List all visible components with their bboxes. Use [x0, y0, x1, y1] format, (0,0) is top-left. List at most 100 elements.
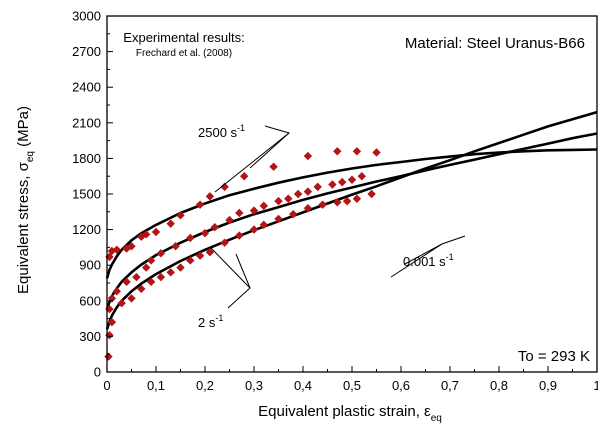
- experiment-point-0.001: [289, 209, 298, 219]
- leader-2-b: [235, 253, 251, 289]
- experiment-point-2: [200, 228, 210, 238]
- experiment-point-2: [225, 215, 234, 225]
- model-curve-0.001: [105, 110, 598, 330]
- model-curve-2: [105, 132, 598, 310]
- experiment-point-2: [112, 287, 121, 296]
- leader-lines: [210, 125, 466, 309]
- experiment-point-2: [293, 189, 303, 199]
- experiment-point-2: [156, 249, 166, 258]
- experiment-point-2: [107, 294, 117, 303]
- experiment-point-2500: [166, 219, 175, 228]
- experiment-point-2500: [352, 147, 362, 156]
- x-tick-label: 0,3: [245, 378, 263, 393]
- experimental-reference-label: Frechard et al. (2008): [136, 48, 232, 59]
- experimental-results-label: Experimental results:: [123, 30, 244, 45]
- experiment-point-2500: [269, 162, 278, 171]
- experiment-point-0.001: [259, 220, 268, 230]
- experiment-point-0.001: [333, 198, 342, 207]
- experiment-point-0.001: [195, 251, 205, 260]
- x-tick-label: 0,6: [392, 378, 410, 393]
- experiment-point-2: [357, 172, 366, 181]
- experiment-point-2: [235, 208, 244, 218]
- experiment-point-2500: [112, 245, 121, 254]
- experiment-point-2: [210, 223, 219, 232]
- material-label: Material: Steel Uranus-B66: [405, 35, 585, 52]
- x-tick-label: 1: [593, 378, 598, 393]
- experiment-point-2: [171, 242, 180, 251]
- rate-label-0001: 0.001 s-1: [403, 252, 454, 269]
- experiment-point-0.001: [220, 238, 229, 247]
- experiment-point-0.001: [318, 200, 327, 209]
- x-axis-title: Equivalent plastic strain, εeq: [258, 403, 442, 424]
- experiment-point-2: [186, 233, 195, 243]
- experiment-point-2500: [372, 148, 381, 157]
- y-tick-label: 0: [94, 365, 101, 380]
- experiment-point-2: [284, 194, 293, 203]
- experiment-point-2500: [176, 211, 185, 220]
- x-tick-label: 0: [103, 378, 110, 393]
- experiment-point-0.001: [176, 263, 185, 272]
- experiment-point-2: [313, 182, 322, 192]
- experiment-point-0.001: [342, 196, 352, 206]
- experiment-point-0.001: [235, 231, 244, 240]
- experiment-point-2500: [303, 151, 313, 161]
- model-curves: [105, 110, 598, 330]
- experiment-point-0.001: [166, 268, 175, 277]
- experiment-point-2500: [240, 172, 249, 181]
- y-axis-title: Equivalent stress, σeq (MPa): [15, 106, 36, 294]
- experiment-point-2500: [151, 227, 161, 237]
- experiment-point-2: [142, 263, 151, 272]
- experiment-point-2500: [195, 200, 205, 209]
- temperature-label: To = 293 K: [518, 348, 590, 365]
- experiment-point-2: [132, 272, 141, 282]
- y-axis-ticks: 0 300 600 900 1200 1500 1800 2100 2400 2700 3000: [72, 9, 113, 380]
- experiment-point-0.001: [186, 256, 195, 265]
- experiment-point-0.001: [104, 352, 113, 361]
- experiment-point-0.001: [146, 277, 156, 287]
- y-tick-label: 600: [79, 293, 101, 308]
- y-tick-label: 3000: [72, 9, 101, 24]
- y-tick-label: 2100: [72, 115, 101, 130]
- experiment-point-0.001: [107, 317, 117, 327]
- rate-label-2: 2 s-1: [198, 313, 223, 330]
- leader-2: [210, 247, 251, 309]
- y-tick-label: 1200: [72, 222, 101, 237]
- experiment-point-0.001: [205, 247, 215, 257]
- experiment-point-2500: [127, 242, 136, 251]
- experiment-point-0.001: [249, 225, 259, 234]
- experiment-point-0.001: [127, 294, 136, 303]
- leader-2500-b: [249, 132, 290, 169]
- x-tick-label: 0,9: [539, 378, 557, 393]
- experimental-markers: [104, 147, 381, 361]
- experiment-point-2: [328, 180, 337, 189]
- experiment-point-2500: [205, 192, 215, 201]
- experiment-point-2: [274, 196, 283, 206]
- experiment-point-2500: [142, 230, 151, 239]
- y-tick-label: 900: [79, 258, 101, 273]
- x-tick-label: 0,5: [343, 378, 361, 393]
- experiment-point-0.001: [303, 204, 313, 213]
- y-tick-label: 300: [79, 329, 101, 344]
- rate-label-2500: 2500 s-1: [198, 123, 245, 140]
- leader-0001-b: [404, 243, 443, 265]
- x-tick-label: 0,8: [490, 378, 508, 393]
- experiment-point-2500: [122, 244, 131, 253]
- x-tick-label: 0,2: [196, 378, 214, 393]
- experiment-point-2500: [220, 182, 229, 192]
- experiment-point-2: [146, 256, 156, 265]
- x-tick-label: 0,7: [441, 378, 459, 393]
- y-tick-label: 2400: [72, 80, 101, 95]
- experiment-point-2: [122, 277, 131, 287]
- experiment-point-0.001: [156, 272, 166, 282]
- experiment-point-0.001: [274, 214, 283, 224]
- experiment-point-2: [303, 187, 313, 196]
- experiment-point-0.001: [352, 194, 362, 203]
- y-tick-label: 2700: [72, 44, 101, 59]
- experiment-point-2500: [333, 147, 342, 156]
- experiment-point-2: [259, 201, 268, 211]
- experiment-point-2: [338, 177, 347, 187]
- y-tick-label: 1500: [72, 187, 101, 202]
- experiment-point-0.001: [367, 189, 376, 199]
- x-tick-label: 0,1: [147, 378, 165, 393]
